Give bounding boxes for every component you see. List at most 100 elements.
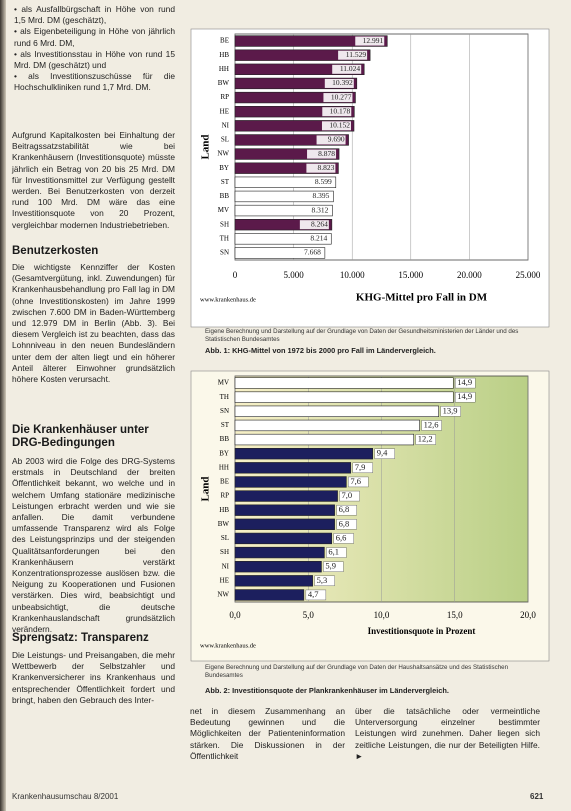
bar: [234, 504, 335, 516]
y-tick-label: HB: [219, 506, 229, 514]
bar: [234, 148, 340, 160]
x-axis-title: Investitionsquote in Prozent: [368, 626, 476, 636]
chart-source: www.krankenhaus.de: [200, 642, 256, 649]
bar: [234, 589, 305, 601]
value-label: 7,9: [355, 462, 366, 472]
bullet: • als Investitionsstau in Höhe von rund …: [14, 48, 175, 71]
bar: [234, 247, 326, 259]
x-tick-label: 0: [233, 270, 238, 280]
value-label-box: [299, 220, 329, 230]
x-tick-label: 15,0: [447, 610, 463, 620]
x-tick-label: 10.000: [340, 270, 365, 280]
value-label-box: [333, 533, 354, 544]
value-label-box: [455, 377, 476, 389]
figure-caption: Abb. 2: Investitionsquote der Plankranke…: [205, 686, 449, 695]
x-tick-label: 0,0: [229, 610, 241, 620]
value-label: 8.264: [311, 219, 328, 228]
bar: [234, 106, 355, 118]
y-axis-title: Land: [200, 134, 212, 159]
y-tick-label: BW: [218, 79, 230, 87]
value-label: 6,6: [336, 532, 347, 542]
y-tick-label: NI: [222, 562, 230, 570]
value-label-box: [374, 448, 395, 459]
bar: [234, 63, 365, 75]
paragraph: über die tatsächliche oder vermeintliche…: [355, 706, 540, 761]
value-label: 8.395: [313, 191, 330, 200]
heading: Sprengsatz: Transparenz: [12, 632, 149, 644]
value-label-box: [421, 420, 442, 431]
y-tick-label: BW: [218, 520, 230, 528]
value-label-box: [324, 78, 354, 88]
y-tick-label: BE: [220, 478, 229, 486]
y-tick-label: MV: [218, 206, 229, 214]
y-tick-label: ST: [221, 178, 230, 186]
value-label: 5,3: [317, 575, 328, 585]
value-label-box: [321, 121, 351, 131]
value-label-box: [339, 490, 360, 502]
y-tick-label: SL: [221, 534, 229, 542]
value-label-box: [336, 519, 357, 530]
value-label: 10.392: [332, 78, 353, 87]
value-label-box: [455, 391, 476, 403]
value-label: 5,9: [325, 561, 336, 571]
y-tick-label: HE: [220, 107, 229, 115]
value-label: 6,8: [339, 504, 350, 514]
value-label: 8.878: [318, 149, 335, 158]
bar: [234, 91, 356, 104]
bar: [234, 433, 415, 446]
bar: [234, 49, 371, 61]
value-label: 7,6: [350, 476, 361, 486]
y-tick-label: HB: [219, 51, 229, 59]
x-tick-label: 20.000: [457, 270, 482, 280]
value-label-box: [307, 149, 337, 159]
y-tick-label: SN: [220, 407, 229, 415]
y-tick-label: HH: [219, 463, 229, 471]
value-label: 7,0: [342, 490, 353, 500]
value-label-box: [326, 547, 347, 558]
y-tick-label: RP: [220, 492, 229, 500]
y-tick-label: SL: [221, 136, 229, 144]
y-tick-label: BE: [220, 37, 229, 45]
value-label-box: [355, 36, 385, 46]
bar: [234, 532, 332, 545]
value-label-box: [305, 589, 327, 601]
value-label: 8.823: [318, 163, 335, 172]
bar: [234, 419, 420, 432]
paragraph: Die wichtigste Kennziffer der Kosten (Ge…: [12, 262, 175, 385]
value-label-box: [415, 434, 436, 445]
value-label: 9,4: [377, 448, 388, 458]
bar: [234, 405, 439, 417]
y-tick-label: HE: [220, 576, 229, 584]
bar: [234, 546, 325, 559]
journal-name: Krankenhausumschau 8/2001: [12, 792, 119, 801]
x-tick-label: 5,0: [303, 610, 315, 620]
y-tick-label: ST: [221, 421, 230, 429]
bar: [234, 35, 388, 47]
value-label: 13,9: [443, 405, 458, 415]
x-tick-label: 5.000: [283, 270, 304, 280]
chart: 0 5.000 10.000 15.000 20.000 25.000 BE 12.991 HB…: [190, 28, 550, 328]
y-tick-label: BB: [220, 192, 230, 200]
y-tick-label: NI: [222, 121, 230, 129]
x-tick-label: 20,0: [520, 610, 536, 620]
bar: [234, 162, 339, 174]
value-label: 6,1: [328, 547, 339, 557]
value-label-box: [338, 50, 368, 60]
value-label-box: [440, 406, 461, 417]
value-label: 12.991: [363, 36, 384, 45]
value-label: 10.152: [329, 121, 350, 130]
value-label: 8.312: [312, 205, 329, 214]
heading: Die Krankenhäuser unter DRG-Bedingungen: [12, 424, 149, 449]
bar: [234, 448, 374, 460]
value-label: 10.277: [331, 92, 352, 101]
y-tick-label: NW: [217, 150, 229, 158]
value-label-box: [332, 64, 362, 74]
paragraph: Die Leistungs- und Preisangaben, die meh…: [12, 650, 175, 705]
bar: [234, 518, 335, 530]
y-axis-title: Land: [200, 476, 212, 501]
bar: [234, 575, 313, 587]
value-label: 14,9: [457, 391, 472, 401]
value-label-box: [348, 476, 369, 488]
value-label: 8.214: [310, 234, 327, 243]
